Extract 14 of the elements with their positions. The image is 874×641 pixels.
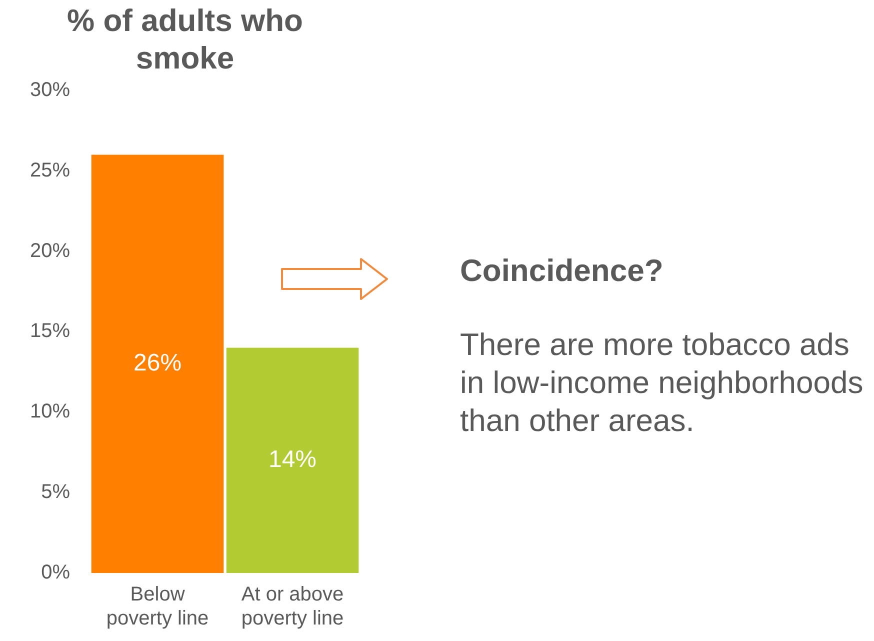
chart-title: % of adults who smoke bbox=[67, 3, 303, 76]
data-label: 14% bbox=[268, 446, 317, 474]
data-label: 26% bbox=[134, 350, 182, 376]
x-tick-label: Below poverty line bbox=[106, 584, 209, 630]
y-tick-label: 5% bbox=[41, 481, 70, 504]
x-tick-label: At or above poverty line bbox=[241, 584, 344, 630]
y-tick-label: 25% bbox=[30, 159, 70, 182]
y-tick-label: 15% bbox=[30, 320, 70, 342]
text: There are more tobacco ads in low-income neighborhoods than other areas. bbox=[460, 326, 864, 440]
y-tick-label: 20% bbox=[30, 240, 70, 262]
y-tick-label: 10% bbox=[30, 400, 70, 423]
y-tick-label: 0% bbox=[41, 562, 70, 584]
text: Coincidence? bbox=[460, 252, 664, 290]
y-tick-label: 30% bbox=[30, 78, 70, 101]
